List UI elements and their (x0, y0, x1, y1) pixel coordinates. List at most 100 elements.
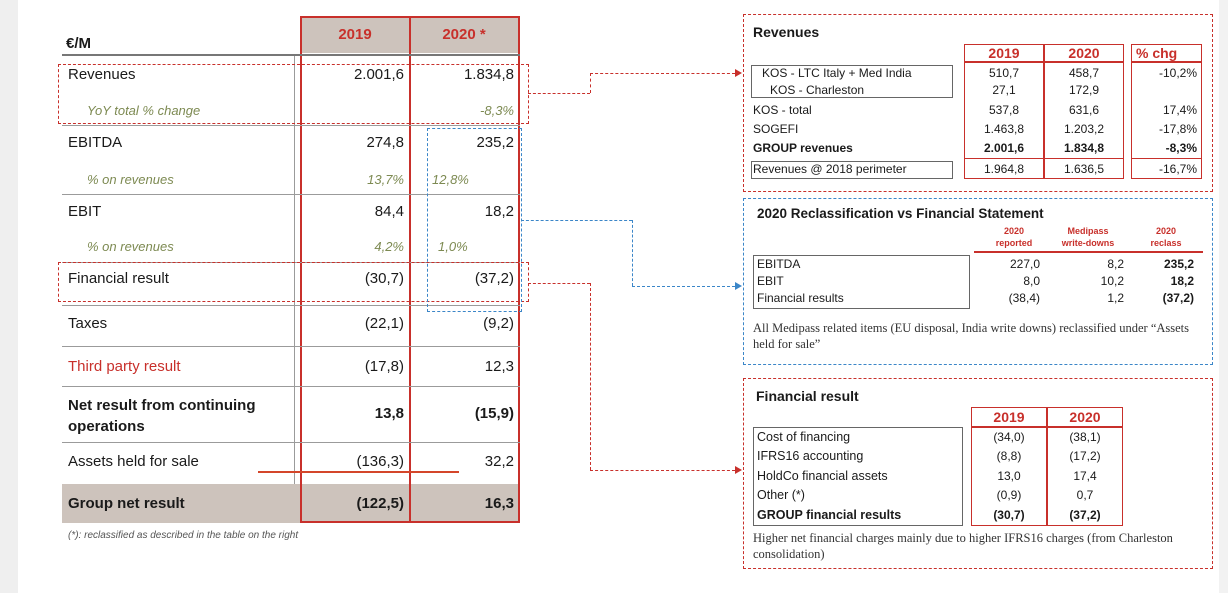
row-2019-taxes: (22,1) (364, 315, 404, 332)
reclass-note: All Medipass related items (EU disposal,… (753, 321, 1190, 351)
arrow-head-icon (735, 69, 742, 77)
row-2019-group-net: (122,5) (356, 495, 404, 512)
rev-chg-group: -8,3% (1165, 141, 1197, 155)
fin-label-holdco: HoldCo financial assets (757, 469, 888, 483)
table-bottom-border (300, 521, 520, 523)
footnote: (*): reclassified as described in the ta… (68, 530, 299, 541)
row-separator (62, 194, 520, 195)
row-label-net-continuing: Net result from continuing operations (68, 397, 256, 435)
rev-2019-kos-total: 537,8 (988, 103, 1020, 117)
rev-label-kos-ltc: KOS - LTC Italy + Med India (762, 66, 912, 80)
row-label-third-party: Third party result (68, 358, 181, 375)
fin-2020-ifrs16: (17,2) (1069, 449, 1101, 463)
row-2020-yoy: -8,3% (480, 103, 514, 118)
connector-line (521, 220, 632, 221)
row-2019-net-continuing: 13,8 (374, 405, 404, 422)
row-separator (62, 305, 520, 306)
reclass-panel-title: 2020 Reclassification vs Financial State… (757, 206, 1044, 221)
reclass-label-box (753, 255, 970, 309)
revenues-header-rule (1132, 61, 1201, 63)
reclass-reported-financial: (38,4) (1008, 291, 1040, 305)
fin-note: Higher net financial charges mainly due … (753, 531, 1173, 561)
fin-2020-other: 0,7 (1076, 488, 1094, 502)
fin-2020-group: (37,2) (1069, 508, 1101, 522)
fin-col-divider (1046, 408, 1048, 525)
revenues-col-2020: 2020 (1068, 45, 1100, 61)
rev-chg-kos-ltc: -10,2% (1158, 66, 1197, 80)
rev-2020-kos-total: 631,6 (1068, 103, 1100, 117)
row-label-ebitda-margin: % on revenues (87, 172, 174, 187)
connector-line (632, 220, 633, 286)
rev-label-sogefi: SOGEFI (753, 122, 799, 136)
row-label-group-net: Group net result (68, 495, 185, 512)
connector-line (590, 73, 735, 74)
row-label-financial-result: Financial result (68, 270, 169, 287)
rev-2019-kos-ltc: 510,7 (988, 66, 1020, 80)
row-2019-assets-held: (136,3) (356, 453, 404, 470)
reclass-col-reported-line2: reported (995, 238, 1033, 248)
reclass-col-writedowns: Medipass write-downs (1048, 225, 1128, 249)
row-label-ebit-margin: % on revenues (87, 239, 174, 254)
connector-line (590, 470, 735, 471)
rev-2019-kos-charleston: 27,1 (992, 83, 1016, 97)
rev-label-perimeter: Revenues @ 2018 perimeter (753, 162, 907, 176)
reclass-reported-ebitda: 227,0 (1009, 257, 1040, 271)
revenues-panel-title: Revenues (753, 24, 820, 40)
row-label-taxes: Taxes (68, 315, 108, 332)
revenues-col-2019: 2019 (988, 45, 1020, 61)
label-column-border (294, 54, 295, 484)
fin-panel-title: Financial result (756, 388, 859, 404)
revenues-perimeter-rule (965, 158, 1123, 159)
col-divider (409, 16, 411, 523)
rev-chg-kos-total: 17,4% (1162, 103, 1197, 117)
reclass-reported-ebit: 8,0 (1023, 274, 1040, 288)
reclass-reclass-ebitda: 235,2 (1163, 257, 1194, 271)
row-2020-ebitda-margin: 12,8% (432, 172, 469, 187)
revenues-change-box (1131, 44, 1202, 179)
reclass-col-writedowns-line1: Medipass (1067, 226, 1109, 236)
rev-chg-sogefi: -17,8% (1158, 122, 1197, 136)
fin-col-2019: 2019 (993, 409, 1025, 425)
connector-line (590, 73, 591, 93)
fin-label-group: GROUP financial results (757, 508, 902, 522)
row-2020-ebitda: 235,2 (476, 134, 514, 151)
connector-line (632, 286, 735, 287)
reclass-col-reclass-line1: 2020 (1155, 226, 1177, 236)
perimeter-label-box (751, 161, 953, 179)
financial-result-highlight (58, 262, 529, 302)
col-2020-right-border (518, 16, 520, 523)
reclass-label-financial: Financial results (757, 291, 844, 305)
row-label-yoy: YoY total % change (87, 103, 201, 118)
revenues-values-box (964, 44, 1124, 179)
row-separator (62, 125, 520, 126)
revenues-col-chg: % chg (1136, 45, 1178, 61)
reclass-col-writedowns-line2: write-downs (1061, 238, 1115, 248)
ebitda-ebit-highlight (427, 128, 522, 312)
rev-label-kos-total: KOS - total (753, 103, 812, 117)
arrow-head-icon (735, 466, 742, 474)
group-net-result-fill (62, 484, 520, 523)
row-2019-revenues: 2.001,6 (353, 66, 404, 83)
revenues-highlight (58, 64, 529, 124)
left-margin-bar (0, 0, 18, 593)
arrow-head-icon (735, 282, 742, 290)
reclassification-panel: 2020 Reclassification vs Financial State… (743, 198, 1213, 365)
row-label-revenues: Revenues (68, 66, 136, 83)
row-2020-ebit: 18,2 (484, 203, 514, 220)
row-2019-ebit-margin: 4,2% (374, 239, 404, 254)
revenues-col-divider (1043, 45, 1045, 178)
row-2020-taxes: (9,2) (483, 315, 514, 332)
row-separator (62, 54, 520, 56)
row-2019-ebitda: 274,8 (366, 134, 404, 151)
row-separator (62, 442, 520, 443)
col-header-2020: 2020 * (442, 26, 486, 43)
financial-result-panel: Financial result 2019 2020 Cost of finan… (743, 378, 1213, 569)
row-label-ebit: EBIT (68, 203, 102, 220)
rev-label-group: GROUP revenues (753, 141, 853, 155)
rev-label-kos-charleston: KOS - Charleston (770, 83, 865, 97)
fin-label-other: Other (*) (757, 488, 805, 502)
fin-col-2020: 2020 (1069, 409, 1101, 425)
row-2020-financial-result: (37,2) (474, 270, 514, 287)
fin-2019-group: (30,7) (993, 508, 1025, 522)
rev-2020-perimeter: 1.636,5 (1063, 162, 1105, 176)
